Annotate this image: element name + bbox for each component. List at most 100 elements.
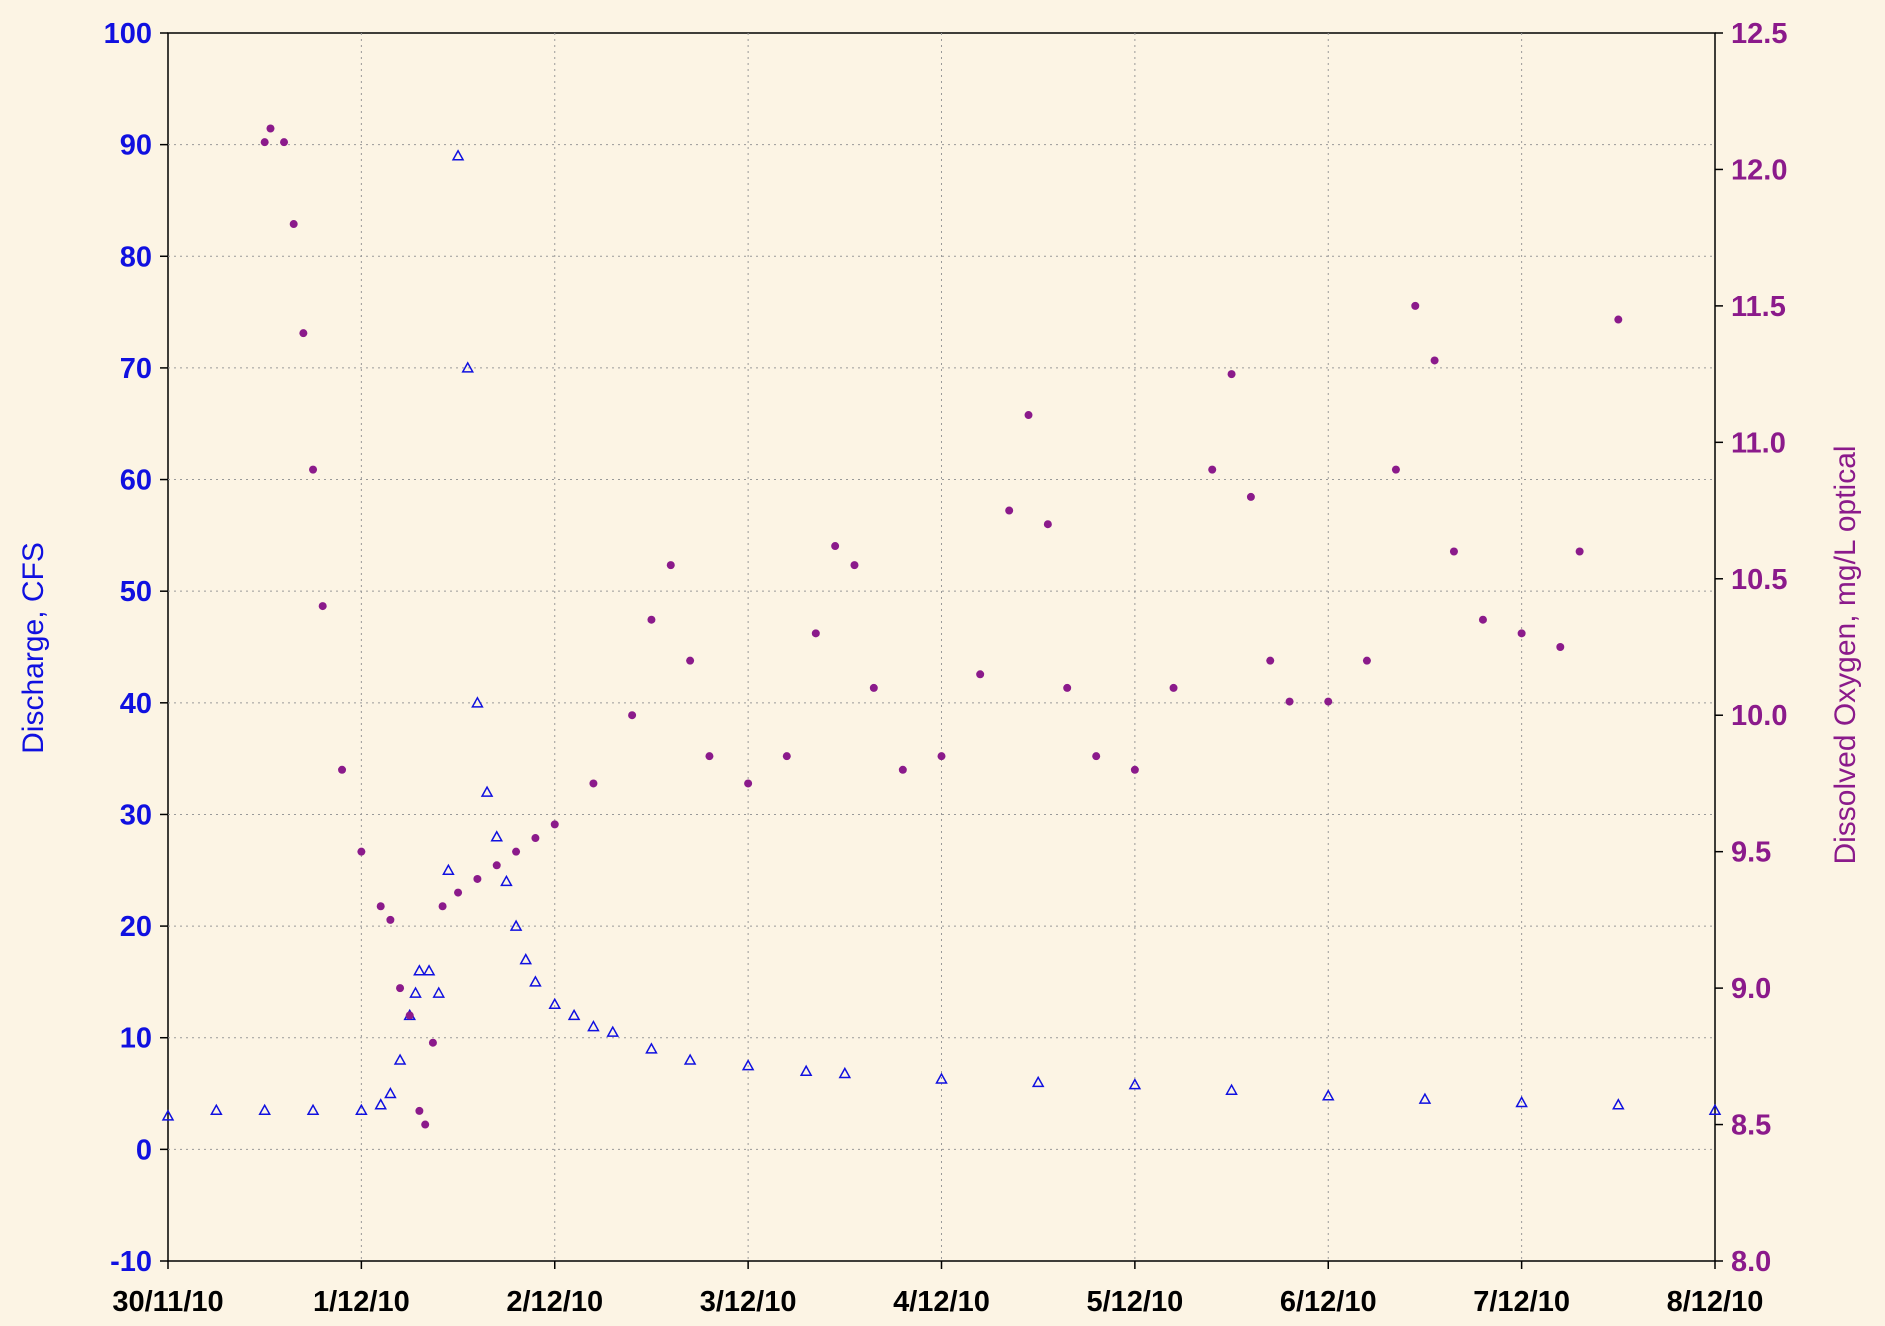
discharge-point bbox=[432, 986, 445, 998]
discharge-point bbox=[306, 1103, 320, 1116]
dissolved-oxygen-point bbox=[438, 902, 447, 911]
dissolved-oxygen-point bbox=[705, 752, 714, 761]
discharge-point bbox=[1031, 1075, 1045, 1088]
dissolved-oxygen-point bbox=[1005, 506, 1014, 515]
discharge-point bbox=[1418, 1092, 1432, 1104]
discharge-point bbox=[442, 863, 455, 876]
dissolved-oxygen-point bbox=[850, 561, 859, 570]
discharge-point bbox=[519, 953, 533, 965]
y-left-tick-label: 90 bbox=[120, 130, 152, 162]
dissolved-oxygen-point bbox=[1266, 656, 1275, 665]
dissolved-oxygen-point bbox=[421, 1120, 430, 1129]
dissolved-oxygen-point bbox=[869, 683, 878, 692]
dissolved-oxygen-point bbox=[628, 711, 637, 720]
y-right-tick-label: 12.5 bbox=[1731, 18, 1787, 50]
dissolved-oxygen-point bbox=[1575, 547, 1584, 556]
dissolved-oxygen-point bbox=[1478, 615, 1487, 624]
dissolved-oxygen-point bbox=[1063, 683, 1072, 692]
discharge-point bbox=[567, 1008, 581, 1021]
y-right-tick-label: 8.0 bbox=[1731, 1246, 1771, 1278]
y-left-tick-label: 100 bbox=[104, 18, 152, 50]
discharge-point bbox=[683, 1053, 697, 1065]
dissolved-oxygen-point bbox=[280, 138, 289, 147]
dissolved-oxygen-point bbox=[309, 465, 318, 474]
discharge-point bbox=[490, 830, 504, 842]
discharge-point bbox=[645, 1042, 658, 1054]
x-tick-label: 2/12/10 bbox=[506, 1286, 603, 1318]
discharge-point bbox=[355, 1103, 368, 1116]
dissolved-oxygen-point bbox=[686, 656, 695, 665]
discharge-point bbox=[409, 986, 422, 998]
discharge-point bbox=[461, 361, 475, 373]
dissolved-oxygen-point bbox=[647, 615, 656, 624]
dissolved-oxygen-point bbox=[550, 820, 559, 829]
discharge-point bbox=[384, 1087, 397, 1099]
discharge-point bbox=[838, 1066, 852, 1079]
dissolved-oxygen-point bbox=[1208, 465, 1217, 474]
discharge-point bbox=[393, 1053, 407, 1065]
x-tick-label: 30/11/10 bbox=[112, 1286, 223, 1318]
dissolved-oxygen-point bbox=[289, 220, 298, 229]
dissolved-oxygen-point bbox=[1092, 752, 1101, 761]
dissolved-oxygen-point bbox=[386, 915, 395, 924]
dissolved-oxygen-point bbox=[666, 561, 675, 570]
discharge-point bbox=[606, 1025, 620, 1037]
y-left-tick-label: 70 bbox=[120, 353, 152, 385]
y-left-axis-title: Discharge, CFS bbox=[17, 542, 50, 754]
plot-area bbox=[167, 32, 1716, 1262]
discharge-point bbox=[1128, 1078, 1142, 1090]
x-tick-label: 4/12/10 bbox=[893, 1286, 990, 1318]
dissolved-oxygen-point bbox=[782, 752, 791, 761]
y-right-tick-label: 9.0 bbox=[1731, 973, 1771, 1005]
y-left-tick-label: 80 bbox=[120, 241, 152, 273]
x-tick-label: 6/12/10 bbox=[1280, 1286, 1377, 1318]
y-right-tick-label: 11.0 bbox=[1731, 427, 1786, 459]
dissolved-oxygen-point bbox=[428, 1038, 437, 1047]
discharge-point bbox=[480, 785, 494, 797]
dissolved-oxygen-point bbox=[744, 779, 753, 788]
y-right-tick-label: 10.0 bbox=[1731, 700, 1787, 732]
dissolved-oxygen-point bbox=[318, 602, 327, 611]
y-left-tick-label: -10 bbox=[110, 1246, 152, 1278]
dissolved-oxygen-point bbox=[357, 847, 366, 856]
dissolved-oxygen-point bbox=[1430, 356, 1439, 365]
discharge-point bbox=[1321, 1089, 1335, 1101]
dissolved-oxygen-point bbox=[1130, 765, 1139, 774]
dissolved-oxygen-point bbox=[415, 1106, 424, 1115]
dissolved-oxygen-point bbox=[531, 834, 540, 843]
dissolved-oxygen-point bbox=[1411, 301, 1420, 310]
y-right-axis-title: Dissolved Oxygen, mg/L optical bbox=[1829, 445, 1862, 864]
x-tick-label: 3/12/10 bbox=[700, 1286, 797, 1318]
dissolved-oxygen-point bbox=[811, 629, 820, 638]
discharge-point bbox=[413, 964, 426, 976]
dissolved-oxygen-point bbox=[1614, 315, 1623, 324]
discharge-point bbox=[935, 1072, 948, 1084]
dissolved-oxygen-point bbox=[1391, 465, 1400, 474]
discharge-point bbox=[500, 874, 513, 887]
dissolved-oxygen-point bbox=[1227, 370, 1236, 379]
dissolved-oxygen-point bbox=[1362, 656, 1371, 665]
dissolved-oxygen-point bbox=[492, 861, 501, 870]
dissolved-oxygen-point bbox=[976, 670, 985, 679]
discharge-point bbox=[258, 1103, 271, 1116]
y-right-tick-label: 10.5 bbox=[1731, 564, 1787, 596]
dissolved-oxygen-point bbox=[1024, 411, 1033, 420]
discharge-point bbox=[210, 1103, 223, 1116]
discharge-point bbox=[161, 1109, 175, 1121]
y-right-tick-label: 12.0 bbox=[1731, 154, 1787, 186]
dissolved-oxygen-point bbox=[1324, 697, 1333, 706]
x-tick-label: 8/12/10 bbox=[1667, 1286, 1764, 1318]
y-left-tick-label: 20 bbox=[120, 911, 152, 943]
dissolved-oxygen-point bbox=[405, 1011, 414, 1020]
y-left-tick-label: 40 bbox=[120, 688, 152, 720]
discharge-point bbox=[509, 919, 523, 931]
discharge-point bbox=[422, 964, 436, 976]
discharge-point bbox=[451, 149, 465, 161]
x-tick-label: 1/12/10 bbox=[313, 1286, 410, 1318]
series-group bbox=[161, 124, 1722, 1129]
y-right-tick-label: 8.5 bbox=[1731, 1110, 1771, 1142]
discharge-point bbox=[799, 1064, 813, 1076]
grid-lines bbox=[160, 32, 1723, 1269]
dissolved-oxygen-point bbox=[266, 124, 275, 133]
